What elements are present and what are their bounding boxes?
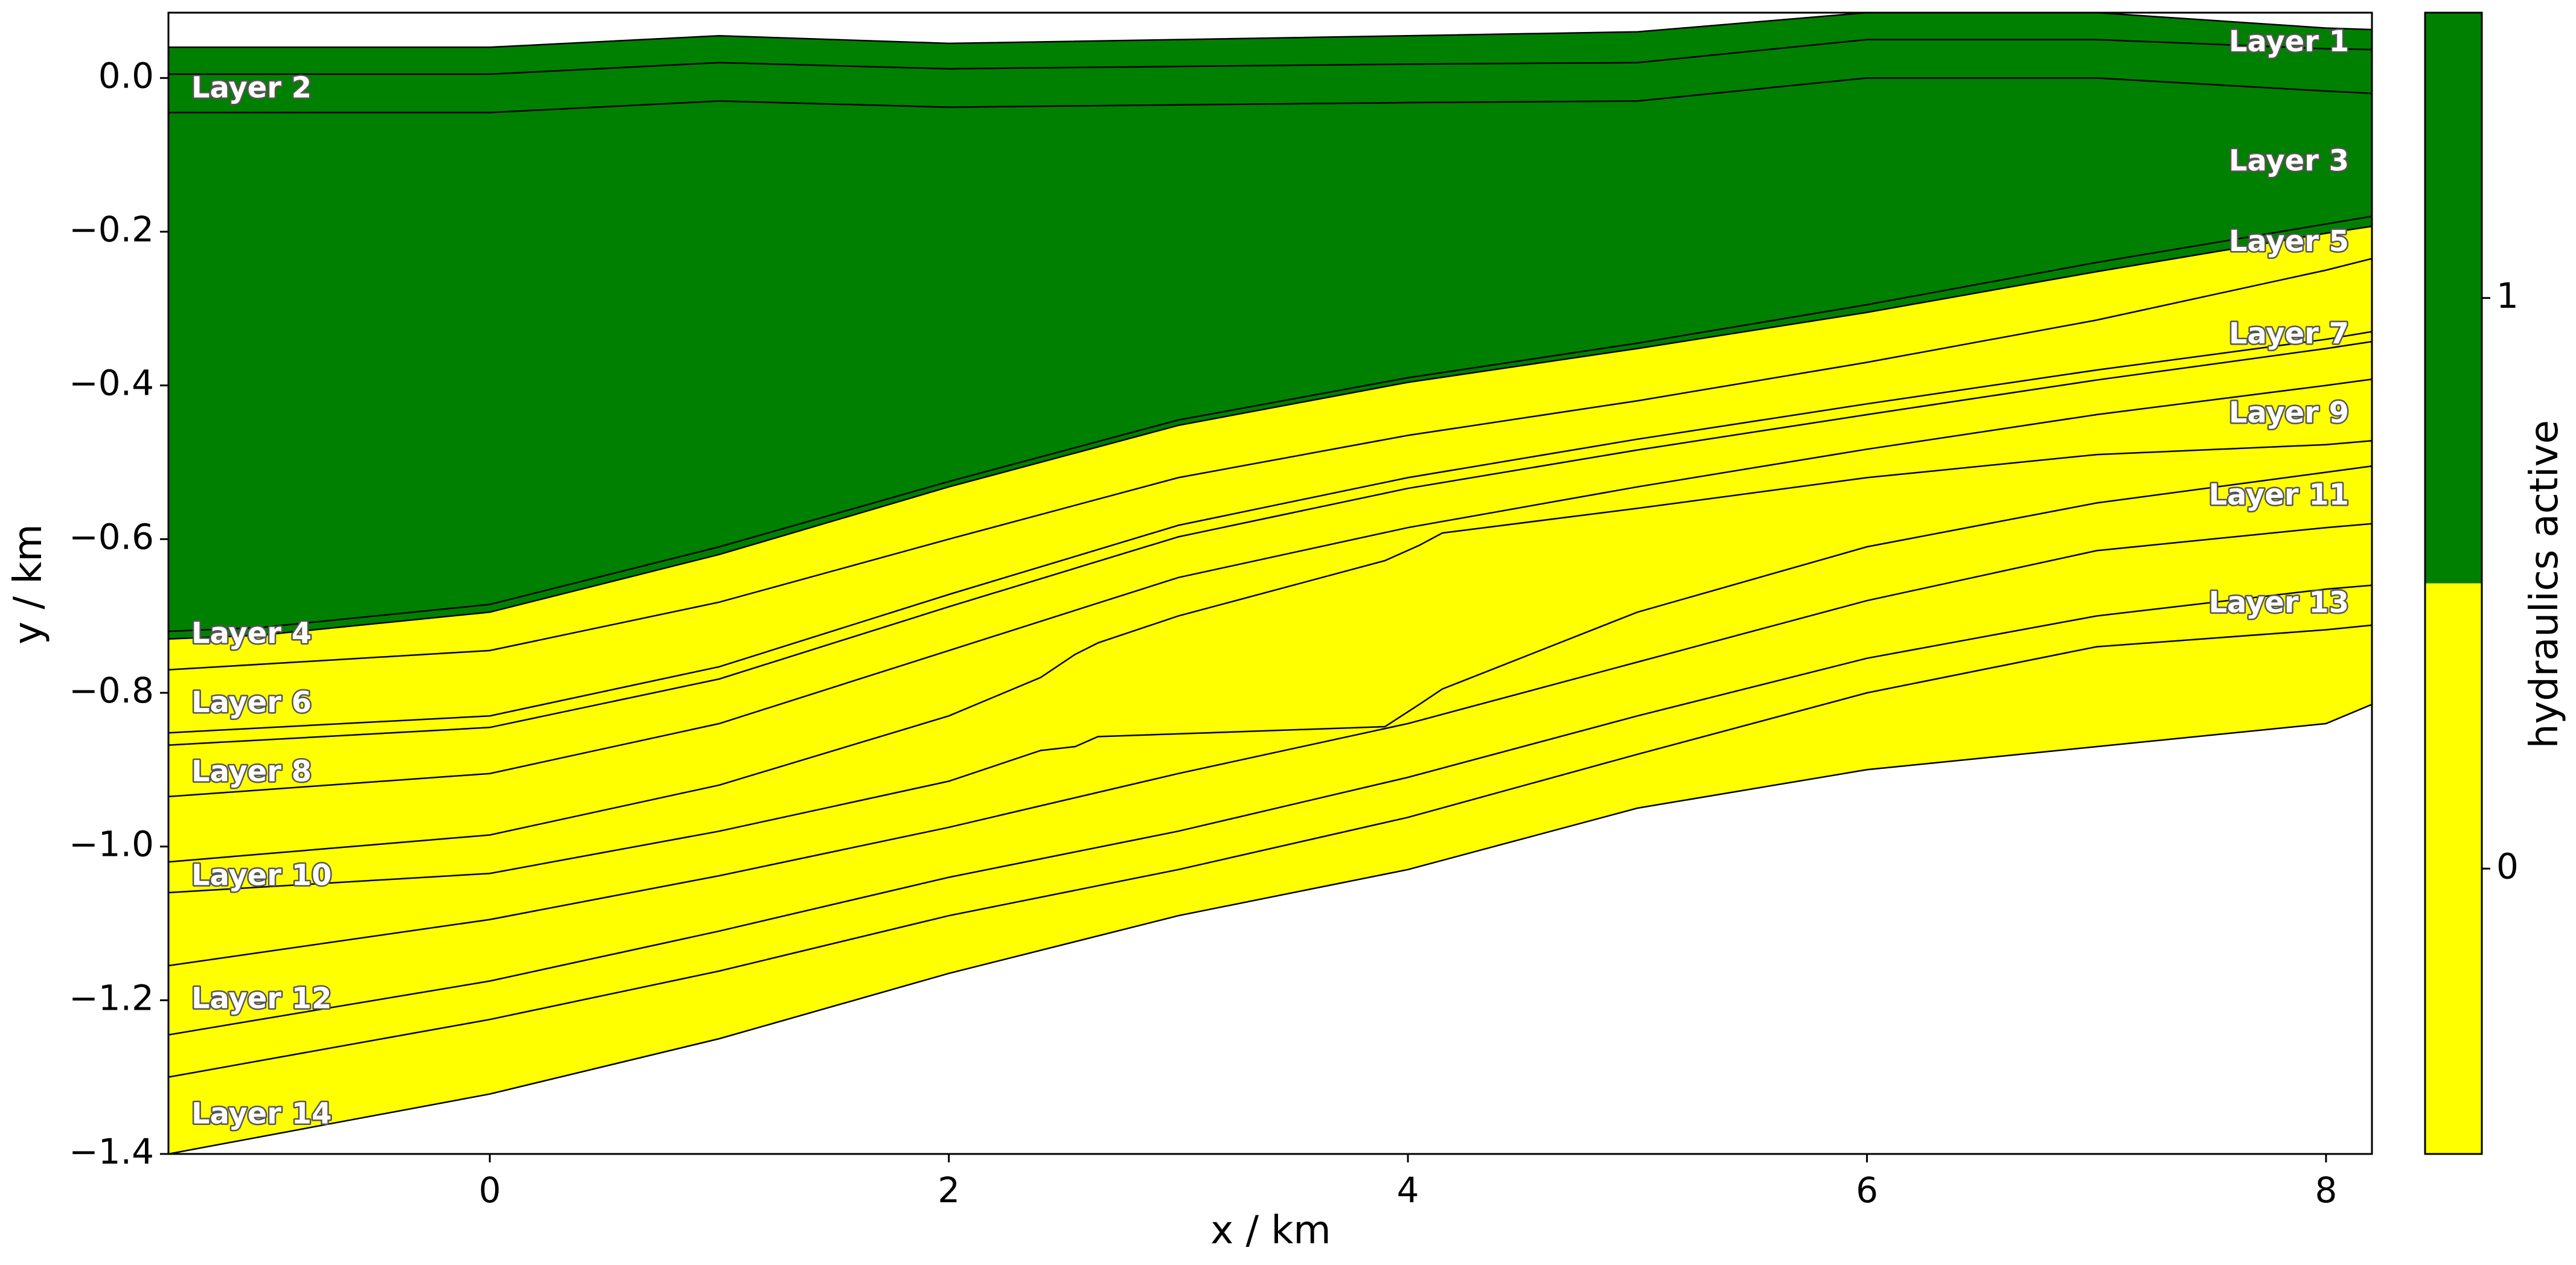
- colorbar-segment-inactive: [2425, 583, 2482, 1154]
- colorbar-frame: [2424, 11, 2483, 1155]
- colorbar-tick-label: 0: [2496, 846, 2519, 887]
- layer-boundary-line-2: [168, 77, 2372, 113]
- layer-label: Layer 9: [2229, 396, 2349, 430]
- layer-fill-3: [168, 78, 2372, 632]
- y-tick-label: −0.6: [69, 516, 154, 557]
- colorbar-segment-active: [2425, 13, 2482, 584]
- plot-area: Layer 1 Layer 2 Layer 3 Layer 4 Layer 5 Layer…: [167, 11, 2373, 1155]
- y-axis-label: y / km: [6, 524, 51, 645]
- layer-label: Layer 6: [191, 686, 312, 719]
- layer-label: Layer 10: [191, 859, 332, 893]
- layer-fill-9: [168, 379, 2372, 862]
- layer-label: Layer 4: [191, 616, 312, 650]
- y-tick-label: −0.8: [69, 670, 154, 711]
- y-tick-label: −1.4: [69, 1131, 154, 1172]
- layer-label: Layer 3: [2229, 144, 2349, 177]
- colorbar-tick-label: 1: [2496, 275, 2519, 316]
- layer-fill-1: [168, 13, 2372, 74]
- y-tick-label: 0.0: [98, 55, 154, 96]
- layer-fill-5: [168, 226, 2372, 670]
- colorbar-label: hydraulics active: [2522, 420, 2567, 748]
- y-tick-label: −0.4: [69, 363, 154, 404]
- plot-frame: [167, 11, 2373, 1155]
- y-axis: 0.0 −0.2 −0.4 −0.6 −0.8 −1.0 −1.2 −1.4: [69, 55, 168, 1172]
- layer-label: Layer 13: [2208, 586, 2349, 620]
- layer-label: Layer 12: [191, 981, 332, 1015]
- layer-fill-2: [168, 39, 2372, 113]
- layer-boundary-line-4: [168, 225, 2372, 640]
- layer-fill-14: [168, 625, 2372, 1154]
- layer-label: Layer 1: [2229, 25, 2349, 59]
- layer-fill-10: [168, 441, 2372, 893]
- colorbar: 10: [2424, 11, 2519, 1155]
- layer-fill-8: [168, 342, 2372, 797]
- layer-boundary-line-12: [168, 584, 2372, 1036]
- layer-label: Layer 7: [2229, 317, 2349, 351]
- layer-label: Layer 11: [2208, 478, 2349, 512]
- layer-boundary-line-8: [168, 378, 2372, 798]
- y-tick-label: −1.0: [69, 824, 154, 865]
- layer-fill-4: [168, 216, 2372, 639]
- x-tick-label: 8: [2315, 1170, 2338, 1211]
- layer-label: Layer 2: [191, 71, 312, 104]
- layer-boundary-line-7: [168, 340, 2372, 746]
- x-tick-label: 2: [938, 1170, 960, 1211]
- layer-label: Layer 5: [2229, 225, 2349, 258]
- layer-boundary-line-5: [168, 258, 2372, 671]
- layer-fill-12: [168, 523, 2372, 1035]
- x-axis-label: x / km: [1210, 1208, 1331, 1253]
- layer-label: Layer 8: [191, 755, 312, 789]
- layer-boundary-line-1: [168, 39, 2372, 75]
- layer-fill-6: [168, 258, 2372, 733]
- layer-boundary-line-3: [168, 215, 2372, 632]
- layers-group: [168, 13, 2372, 1154]
- x-axis: 0 2 4 6 8: [479, 1154, 2338, 1211]
- layer-boundary-line-0: [168, 13, 2372, 48]
- layer-boundary-line-14: [168, 703, 2372, 1154]
- x-tick-label: 6: [1856, 1170, 1878, 1211]
- layer-fill-11: [168, 466, 2372, 966]
- layer-boundary-line-6: [168, 331, 2372, 734]
- layer-boundary-line-9: [168, 440, 2372, 863]
- layer-boundary-line-10: [168, 465, 2372, 894]
- y-tick-label: −0.2: [69, 209, 154, 250]
- layer-label: Layer 14: [191, 1097, 332, 1130]
- layer-fill-13: [168, 585, 2372, 1077]
- x-tick-label: 4: [1397, 1170, 1419, 1211]
- layer-boundary-line-13: [168, 624, 2372, 1078]
- x-tick-label: 0: [479, 1170, 501, 1211]
- layer-boundary-line-11: [168, 523, 2372, 967]
- y-tick-label: −1.2: [69, 977, 154, 1018]
